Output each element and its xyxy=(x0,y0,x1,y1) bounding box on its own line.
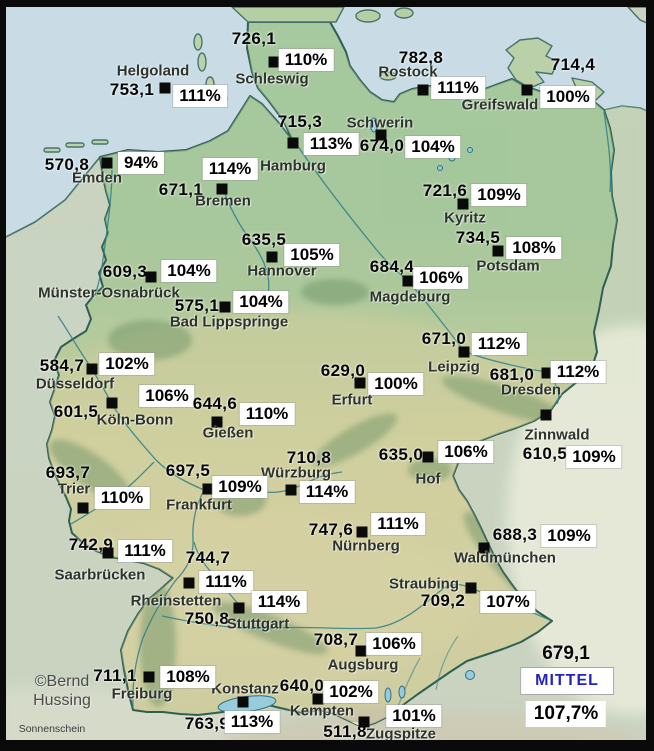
corner-land xyxy=(627,7,646,24)
germany-topo-map xyxy=(6,7,646,740)
ruegen-island xyxy=(505,37,559,89)
denmark xyxy=(231,7,345,23)
map-area: 753,1 111% Helgoland 726,1 110% Schleswig 782,… xyxy=(6,7,646,740)
